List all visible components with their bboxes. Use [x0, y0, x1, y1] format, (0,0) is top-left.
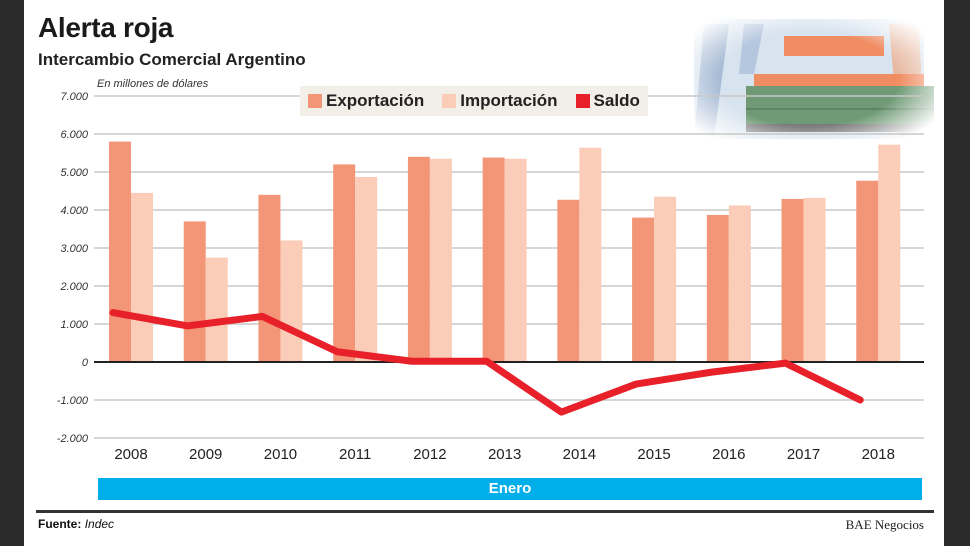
legend-label: Importación — [460, 91, 558, 110]
y-tick-label: 5.000 — [60, 167, 88, 179]
brand-credit: BAE Negocios — [845, 517, 924, 532]
bar-importacion-2008 — [131, 192, 153, 362]
bar-exportacion-2018 — [856, 180, 879, 362]
bar-importacion-2016 — [728, 205, 751, 362]
period-band: Enero — [98, 478, 922, 500]
x-tick-label: 2013 — [488, 446, 521, 463]
y-tick-label: 6.000 — [60, 129, 88, 141]
y-tick-label: 0 — [82, 357, 89, 369]
bar-importacion-2015 — [654, 196, 677, 362]
legend-label: Exportación — [326, 91, 425, 110]
legend-item-exportacion: Exportación — [308, 91, 424, 111]
bar-importacion-2013 — [504, 158, 527, 362]
legend-label: Saldo — [593, 91, 640, 110]
y-tick-label: 2.000 — [59, 281, 88, 293]
bar-importacion-2017 — [803, 197, 826, 362]
bar-importacion-2018 — [878, 144, 901, 362]
infographic-card: Alerta roja Intercambio Comercial Argent… — [24, 0, 944, 546]
y-tick-label: -1.000 — [57, 395, 89, 407]
legend-swatch — [308, 94, 322, 108]
container-crane-photo — [684, 14, 934, 144]
bar-importacion-2014 — [579, 147, 602, 362]
bar-importacion-2009 — [205, 257, 228, 362]
bar-exportacion-2009 — [183, 221, 206, 362]
x-tick-label: 2010 — [264, 446, 297, 463]
x-tick-label: 2018 — [862, 446, 895, 463]
bar-importacion-2012 — [429, 158, 452, 362]
y-axis-ticks: 7.000 6.000 5.000 4.000 3.000 2.000 1.000 0 -1.0… — [57, 91, 89, 445]
x-tick-label: 2014 — [563, 446, 596, 463]
bar-exportacion-2016 — [706, 214, 729, 362]
bar-exportacion-2014 — [557, 199, 580, 362]
legend-swatch — [442, 94, 457, 108]
bar-importacion-2010 — [280, 240, 303, 362]
bar-exportacion-2008 — [109, 141, 131, 362]
x-tick-label: 2009 — [189, 446, 222, 463]
source-label: Fuente: — [38, 517, 82, 531]
x-tick-label: 2016 — [712, 446, 745, 463]
x-tick-label: 2012 — [413, 446, 446, 463]
bar-exportacion-2013 — [482, 157, 505, 362]
legend: Exportación Importación Saldo — [300, 86, 648, 116]
x-tick-label: 2011 — [339, 446, 371, 463]
x-tick-label: 2017 — [787, 446, 820, 463]
chart-subtitle: Intercambio Comercial Argentino — [38, 50, 306, 69]
bar-exportacion-2015 — [632, 217, 655, 362]
bar-exportacion-2011 — [333, 164, 356, 362]
y-tick-label: 4.000 — [60, 205, 88, 217]
source-value: Indec — [84, 517, 115, 531]
unit-note: En millones de dólares — [97, 78, 209, 90]
bar-importacion-2011 — [355, 176, 378, 362]
x-tick-label: 2008 — [114, 446, 147, 463]
chart-area: 7.000 6.000 5.000 4.000 3.000 2.000 1.000 0 -1.0… — [57, 91, 924, 463]
y-tick-label: -2.000 — [57, 433, 89, 445]
y-tick-label: 1.000 — [60, 319, 88, 331]
legend-item-importacion: Importación — [442, 91, 558, 111]
saldo-line — [109, 309, 864, 416]
bars — [109, 141, 901, 362]
bar-exportacion-2017 — [781, 198, 804, 362]
bar-exportacion-2010 — [258, 194, 281, 362]
x-tick-label: 2015 — [637, 446, 670, 463]
footer-divider — [36, 510, 934, 513]
source-note: Fuente: Indec — [38, 517, 114, 531]
y-tick-label: 3.000 — [60, 243, 88, 255]
bar-exportacion-2012 — [407, 156, 430, 362]
x-axis-ticks: 2008 2009 2010 2011 2012 2013 2014 2015 2016 2017… — [114, 446, 895, 463]
legend-item-saldo: Saldo — [575, 91, 640, 111]
legend-swatch — [575, 94, 590, 108]
chart-title: Alerta roja — [38, 12, 174, 43]
y-tick-label: 7.000 — [60, 91, 88, 103]
